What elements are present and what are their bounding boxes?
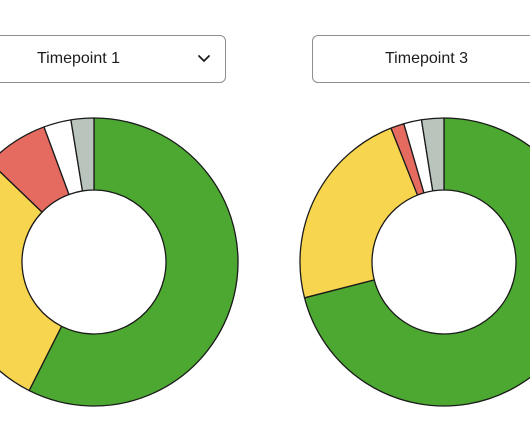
donut-slice-0-1: [0, 170, 63, 392]
donut-slice-0-4: [70, 117, 95, 192]
timepoint-select-right-label: Timepoint 3: [385, 50, 468, 67]
donut-slice-1-0: [303, 117, 530, 407]
timepoint-select-left[interactable]: Timepoint 1: [0, 35, 226, 83]
timepoint-select-left-label: Timepoint 1: [37, 50, 120, 67]
donut-slice-0-0: [28, 117, 239, 407]
donut-slice-1-1: [299, 127, 419, 299]
donut-slice-1-4: [420, 117, 445, 192]
chevron-down-icon: [198, 55, 210, 62]
timepoint-select-right[interactable]: Timepoint 3: [312, 35, 530, 83]
donut-chart-timepoint-1: [0, 117, 239, 407]
donut-chart-timepoint-3: [299, 117, 530, 407]
